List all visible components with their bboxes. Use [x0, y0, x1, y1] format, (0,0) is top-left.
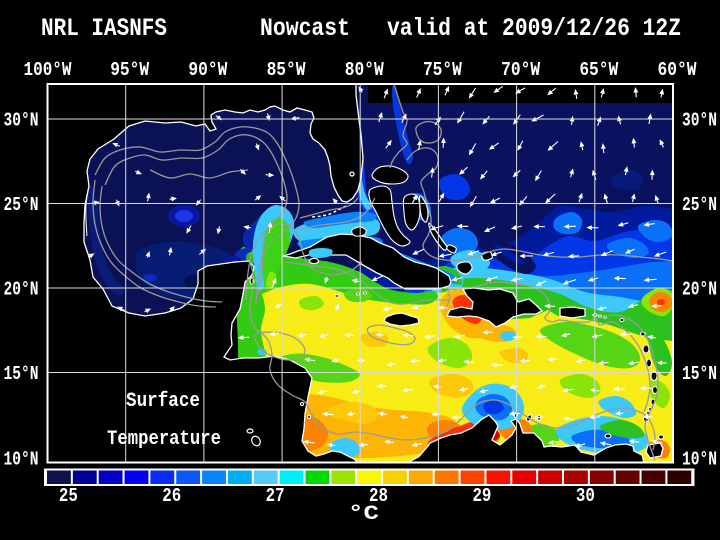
svg-text:15°N: 15°N — [4, 363, 39, 385]
svg-text:90°W: 90°W — [188, 59, 228, 81]
svg-text:20°N: 20°N — [4, 279, 39, 301]
svg-text:Surface: Surface — [126, 390, 200, 413]
svg-text:29: 29 — [472, 485, 491, 507]
svg-text:10°N: 10°N — [4, 449, 39, 471]
svg-text:70°W: 70°W — [501, 59, 541, 81]
svg-text:100°W: 100°W — [24, 59, 72, 81]
svg-text:10°N: 10°N — [682, 449, 717, 471]
svg-text:°C: °C — [348, 503, 379, 526]
svg-text:Temperature: Temperature — [107, 428, 221, 451]
svg-text:65°W: 65°W — [579, 59, 619, 81]
svg-text:27: 27 — [266, 485, 285, 507]
svg-text:25: 25 — [59, 485, 78, 507]
svg-text:15°N: 15°N — [682, 363, 717, 385]
svg-text:25°N: 25°N — [682, 194, 717, 216]
svg-text:NRL IASNFS: NRL IASNFS — [41, 14, 167, 43]
svg-text:Nowcast: Nowcast — [260, 14, 350, 43]
svg-text:60°W: 60°W — [658, 59, 698, 81]
svg-text:80°W: 80°W — [345, 59, 385, 81]
svg-text:valid at 2009/12/26 12Z: valid at 2009/12/26 12Z — [387, 14, 681, 43]
svg-text:75°W: 75°W — [423, 59, 463, 81]
svg-text:30: 30 — [576, 485, 595, 507]
svg-text:26: 26 — [162, 485, 181, 507]
svg-text:28: 28 — [369, 485, 388, 507]
svg-text:85°W: 85°W — [267, 59, 307, 81]
svg-text:95°W: 95°W — [110, 59, 150, 81]
svg-text:25°N: 25°N — [4, 194, 39, 216]
svg-text:30°N: 30°N — [682, 110, 717, 132]
svg-text:30°N: 30°N — [4, 110, 39, 132]
svg-text:20°N: 20°N — [682, 279, 717, 301]
